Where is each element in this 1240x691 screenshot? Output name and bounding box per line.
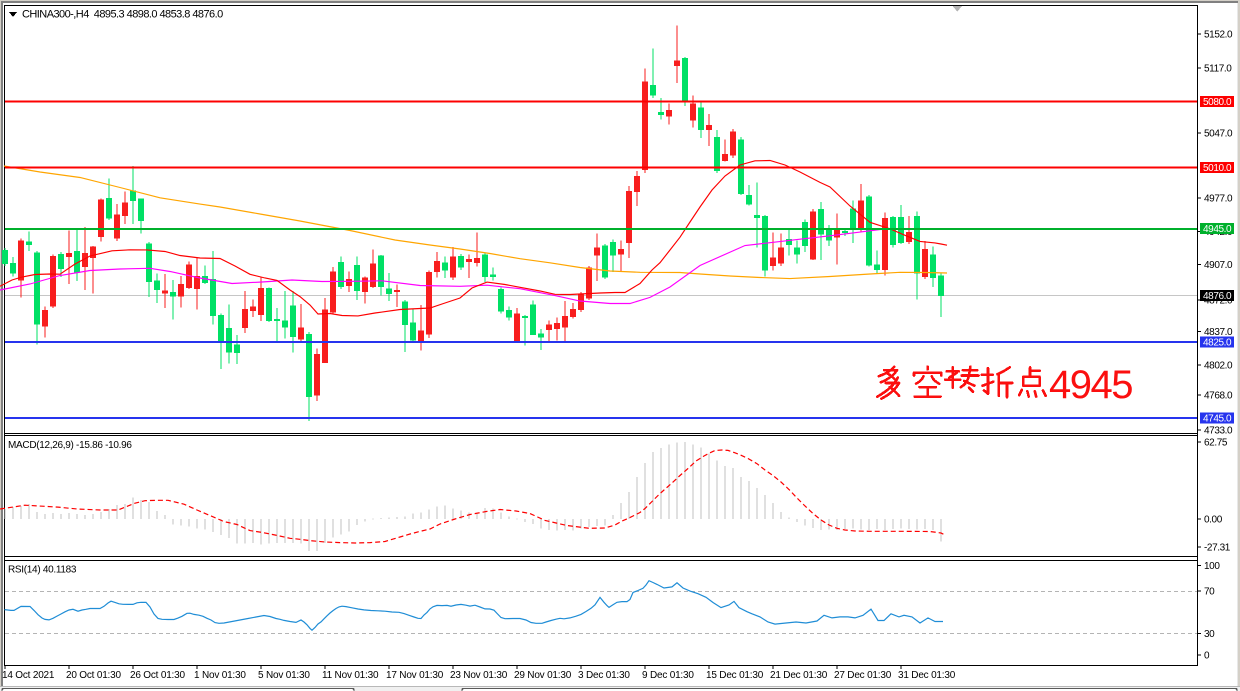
svg-text:31 Dec 01:30: 31 Dec 01:30	[898, 670, 956, 681]
svg-text:4802.0: 4802.0	[1204, 361, 1233, 372]
svg-text:4733.0: 4733.0	[1204, 426, 1233, 437]
svg-text:62.75: 62.75	[1204, 438, 1228, 449]
svg-text:4745.0: 4745.0	[1203, 414, 1232, 425]
svg-text:29 Nov 01:30: 29 Nov 01:30	[514, 670, 572, 681]
svg-text:1 Nov 01:30: 1 Nov 01:30	[194, 670, 246, 681]
svg-text:100: 100	[1204, 561, 1220, 572]
svg-text:3 Dec 01:30: 3 Dec 01:30	[578, 670, 630, 681]
svg-text:5117.0: 5117.0	[1204, 64, 1232, 75]
svg-text:4907.0: 4907.0	[1204, 260, 1233, 271]
svg-text:4768.0: 4768.0	[1204, 391, 1233, 402]
svg-text:-27.31: -27.31	[1204, 543, 1231, 554]
svg-text:0.00: 0.00	[1204, 515, 1223, 526]
svg-text:70: 70	[1204, 587, 1215, 598]
svg-text:4977.0: 4977.0	[1204, 194, 1233, 205]
svg-text:5047.0: 5047.0	[1204, 129, 1233, 140]
svg-text:5010.0: 5010.0	[1203, 163, 1232, 174]
svg-text:14 Oct 2021: 14 Oct 2021	[2, 670, 55, 681]
svg-text:4837.0: 4837.0	[1204, 327, 1233, 338]
svg-text:4945: 4945	[1049, 363, 1132, 407]
svg-text:9 Dec 01:30: 9 Dec 01:30	[642, 670, 694, 681]
svg-text:5152.0: 5152.0	[1204, 30, 1233, 41]
svg-text:MACD(12,26,9) -15.86 -10.96: MACD(12,26,9) -15.86 -10.96	[8, 440, 132, 451]
svg-text:17 Nov 01:30: 17 Nov 01:30	[386, 670, 444, 681]
svg-text:4945.0: 4945.0	[1203, 224, 1232, 235]
svg-text:CHINA300-,H4 4895.3 4898.0 48: CHINA300-,H4 4895.3 4898.0 4853.8 4876.0	[22, 9, 223, 21]
svg-text:26 Oct 01:30: 26 Oct 01:30	[130, 670, 185, 681]
svg-text:23 Nov 01:30: 23 Nov 01:30	[450, 670, 508, 681]
svg-text:0: 0	[1204, 651, 1210, 662]
svg-text:4876.0: 4876.0	[1203, 291, 1232, 302]
svg-text:21 Dec 01:30: 21 Dec 01:30	[770, 670, 828, 681]
svg-text:11 Nov 01:30: 11 Nov 01:30	[322, 670, 379, 681]
svg-text:5080.0: 5080.0	[1203, 97, 1232, 108]
svg-text:4825.0: 4825.0	[1203, 338, 1232, 349]
svg-text:15 Dec 01:30: 15 Dec 01:30	[706, 670, 764, 681]
svg-text:20 Oct 01:30: 20 Oct 01:30	[66, 670, 121, 681]
svg-text:30: 30	[1204, 629, 1215, 640]
svg-text:27 Dec 01:30: 27 Dec 01:30	[834, 670, 892, 681]
svg-text:5 Nov 01:30: 5 Nov 01:30	[258, 670, 310, 681]
svg-text:RSI(14) 40.1183: RSI(14) 40.1183	[8, 565, 77, 576]
